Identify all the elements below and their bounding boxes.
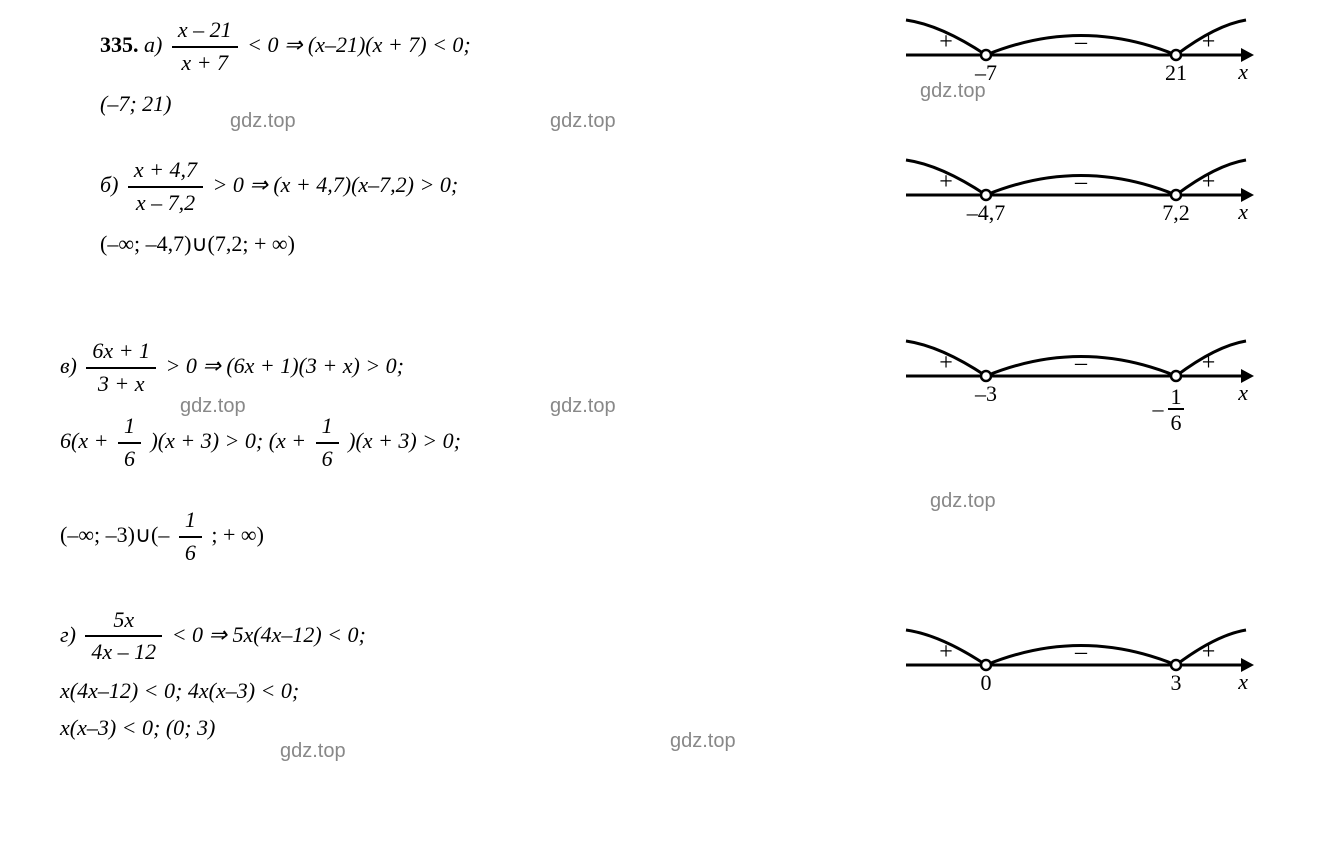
- svg-text:–4,7: –4,7: [966, 200, 1006, 225]
- svg-text:–: –: [1074, 639, 1088, 665]
- svg-text:7,2: 7,2: [1162, 200, 1190, 225]
- part-d-fraction: 5x 4x – 12: [85, 605, 162, 669]
- svg-text:3: 3: [1171, 670, 1182, 695]
- svg-text:–: –: [1074, 29, 1088, 55]
- svg-text:+: +: [939, 350, 953, 376]
- part-a-math: 335. a) x – 21 x + 7 < 0 ⇒ (x–21)(x + 7)…: [60, 15, 760, 125]
- svg-text:x: x: [1237, 59, 1248, 84]
- svg-text:+: +: [939, 29, 953, 55]
- svg-text:–: –: [1074, 350, 1088, 376]
- part-d: г) 5x 4x – 12 < 0 ⇒ 5x(4x–12) < 0; x(4x–…: [60, 605, 1276, 750]
- part-b-label: б): [100, 172, 118, 197]
- part-c-diagram: +–+–3–16x: [896, 336, 1276, 456]
- svg-text:6: 6: [1171, 410, 1182, 435]
- part-c: в) 6x + 1 3 + x > 0 ⇒ (6x + 1)(3 + x) > …: [60, 336, 1276, 575]
- svg-text:x: x: [1237, 669, 1248, 694]
- svg-text:+: +: [939, 169, 953, 195]
- svg-text:+: +: [1202, 350, 1216, 376]
- svg-text:–: –: [1074, 169, 1088, 195]
- svg-text:+: +: [1202, 639, 1216, 665]
- part-b: б) x + 4,7 x – 7,2 > 0 ⇒ (x + 4,7)(x–7,2…: [60, 155, 1276, 265]
- part-a: 335. a) x – 21 x + 7 < 0 ⇒ (x–21)(x + 7)…: [60, 15, 1276, 125]
- problem-number: 335.: [100, 32, 139, 57]
- part-c-math: в) 6x + 1 3 + x > 0 ⇒ (6x + 1)(3 + x) > …: [60, 336, 760, 575]
- part-d-math: г) 5x 4x – 12 < 0 ⇒ 5x(4x–12) < 0; x(4x–…: [60, 605, 760, 750]
- part-b-fraction: x + 4,7 x – 7,2: [128, 155, 203, 219]
- part-a-fraction: x – 21 x + 7: [172, 15, 238, 79]
- part-c-fraction: 6x + 1 3 + x: [86, 336, 156, 400]
- svg-text:0: 0: [981, 670, 992, 695]
- svg-text:1: 1: [1171, 384, 1182, 409]
- part-d-label: г): [60, 621, 76, 646]
- part-b-diagram: + – + –4,7 7,2 x: [896, 155, 1276, 230]
- part-b-answer: (–∞; –4,7)∪(7,2; + ∞): [100, 231, 295, 256]
- svg-text:+: +: [939, 639, 953, 665]
- svg-text:21: 21: [1165, 60, 1187, 85]
- svg-text:x: x: [1237, 380, 1248, 405]
- svg-text:–3: –3: [974, 381, 997, 406]
- svg-text:x: x: [1237, 199, 1248, 224]
- part-c-label: в): [60, 353, 77, 378]
- svg-text:–7: –7: [974, 60, 997, 85]
- svg-text:+: +: [1202, 169, 1216, 195]
- part-a-answer: (–7; 21): [100, 91, 171, 116]
- part-a-label: a): [144, 32, 162, 57]
- svg-text:+: +: [1202, 29, 1216, 55]
- part-b-math: б) x + 4,7 x – 7,2 > 0 ⇒ (x + 4,7)(x–7,2…: [60, 155, 760, 265]
- svg-text:–: –: [1152, 396, 1165, 421]
- part-a-diagram: + – + –7 21 x: [896, 15, 1276, 90]
- part-d-diagram: + – +0 3 x: [896, 625, 1276, 700]
